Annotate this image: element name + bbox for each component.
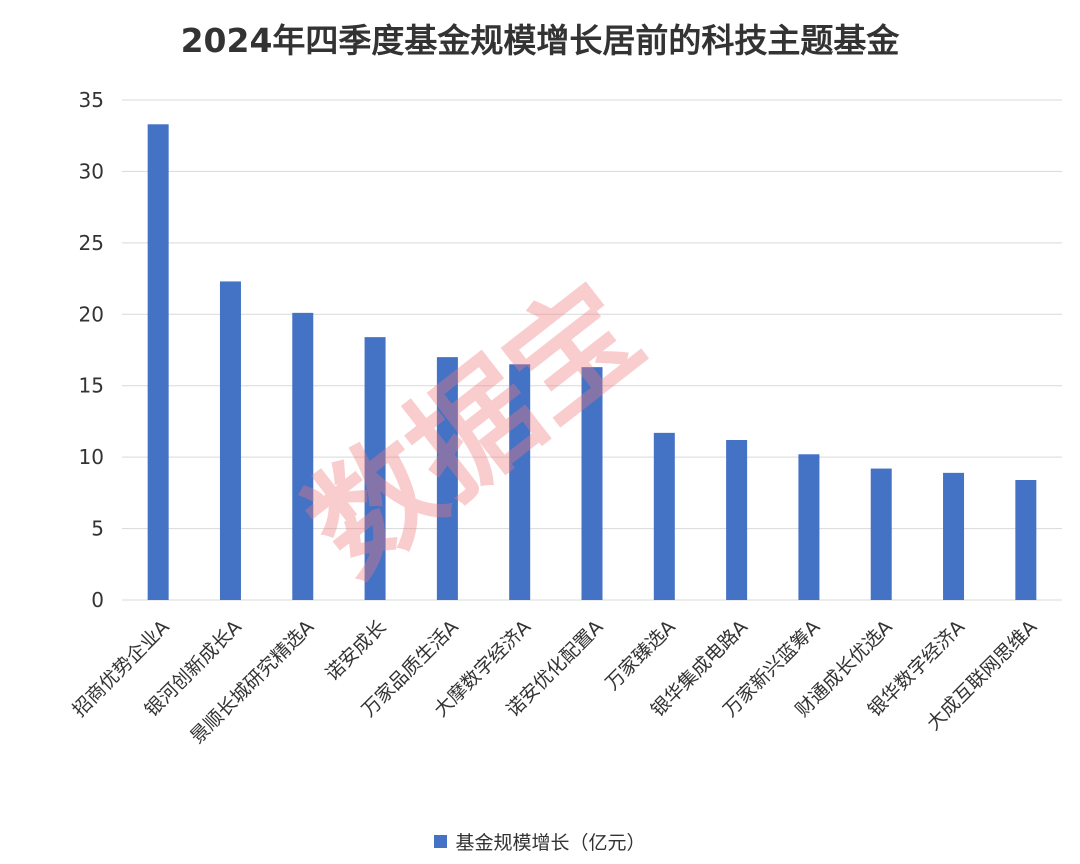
legend: 基金规模增长（亿元） [0, 828, 1080, 855]
y-tick-label: 20 [79, 302, 104, 326]
bar [436, 357, 458, 600]
y-tick-label: 5 [91, 517, 104, 541]
bar [1015, 480, 1037, 600]
bar [943, 472, 965, 600]
bar [798, 454, 820, 600]
bar [653, 432, 675, 600]
bar [581, 367, 603, 600]
legend-swatch [434, 835, 448, 848]
bar [509, 364, 531, 600]
y-tick-label: 30 [79, 159, 104, 183]
y-tick-label: 0 [91, 588, 104, 612]
chart-title: 2024年四季度基金规模增长居前的科技主题基金 [180, 21, 900, 60]
bar [219, 281, 241, 600]
bar [870, 468, 892, 600]
x-tick-label: 万家臻选A [601, 616, 679, 694]
legend-label: 基金规模增长（亿元） [455, 832, 646, 854]
y-axis-tick-labels: 0 5 10 15 20 25 30 35 [79, 88, 104, 612]
y-tick-label: 10 [79, 445, 104, 469]
bar [726, 440, 748, 600]
bar [364, 337, 386, 600]
y-tick-label: 35 [79, 88, 104, 112]
y-tick-label: 25 [79, 231, 104, 255]
bar [147, 124, 169, 601]
x-tick-label: 景顺长城研究精选A [186, 616, 318, 748]
y-tick-label: 15 [79, 374, 104, 398]
bars [147, 124, 1037, 601]
x-tick-label: 诺安成长 [321, 616, 390, 685]
bar [292, 312, 314, 600]
